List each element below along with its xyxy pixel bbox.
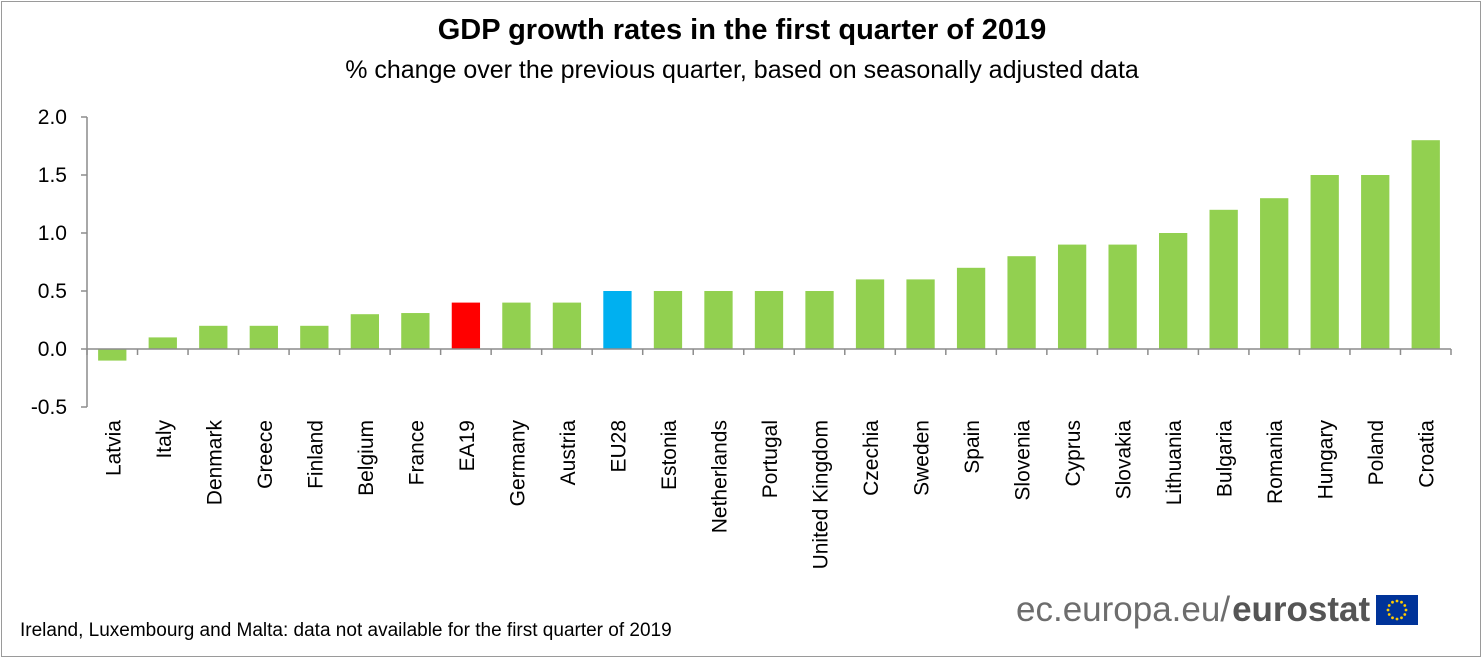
bar-slovenia — [1007, 256, 1036, 349]
flag-star — [1403, 613, 1407, 616]
x-tick-label: Latvia — [102, 420, 125, 476]
x-tick-label: Croatia — [1416, 420, 1439, 488]
bar-latvia — [98, 349, 127, 361]
x-tick-label: Czechia — [860, 420, 883, 496]
flag-star — [1391, 616, 1395, 620]
bar-finland — [300, 325, 329, 349]
x-tick-label: Belgium — [355, 420, 378, 496]
bar-poland — [1361, 175, 1390, 349]
bar-eu28 — [603, 291, 632, 349]
x-tick-label: Denmark — [203, 420, 226, 506]
x-tick-label: Finland — [304, 420, 327, 489]
bar-austria — [552, 302, 582, 349]
x-tick-label: Netherlands — [708, 420, 731, 533]
flag-star — [1387, 604, 1391, 607]
bar-sweden — [906, 279, 935, 349]
source-logo: ec.europa.eu/ eurostat — [1016, 590, 1419, 630]
x-tick-label: Italy — [153, 420, 176, 459]
bar-cyprus — [1057, 244, 1087, 349]
x-tick-label: Slovakia — [1113, 420, 1136, 500]
flag-star — [1395, 599, 1399, 603]
y-tick-label: 2.0 — [38, 106, 67, 129]
footnote: Ireland, Luxembourg and Malta: data not … — [20, 620, 672, 641]
y-axis: -0.5 0.0 0.5 1.0 1.5 2.0 — [31, 106, 88, 419]
bar-slovakia — [1108, 244, 1137, 349]
x-tick-label: Hungary — [1315, 420, 1338, 500]
flag-star — [1387, 613, 1391, 616]
bar-ea19 — [451, 302, 481, 349]
x-tick-label: Germany — [506, 420, 529, 507]
y-tick-label: 0.5 — [38, 280, 67, 303]
flag-star — [1391, 600, 1395, 604]
x-tick-label: Bulgaria — [1214, 420, 1237, 497]
x-tick-label: Poland — [1365, 420, 1388, 485]
flag-star — [1400, 600, 1404, 604]
x-tick-label: Portugal — [759, 420, 782, 498]
bar-france — [401, 313, 430, 349]
y-tick-label: 1.5 — [38, 164, 67, 187]
bar-netherlands — [704, 291, 733, 349]
source-domain: ec.europa.eu/ — [1016, 590, 1231, 629]
bars — [98, 140, 1440, 361]
chart-title: GDP growth rates in the first quarter of… — [437, 14, 1047, 46]
bar-estonia — [653, 291, 683, 349]
bar-hungary — [1310, 175, 1339, 349]
x-tick-label: Romania — [1264, 420, 1287, 504]
x-tick-label: Spain — [961, 420, 984, 474]
bar-italy — [148, 337, 177, 349]
bar-united-kingdom — [805, 291, 834, 349]
flag-star — [1395, 617, 1399, 621]
source-brand: eurostat — [1232, 590, 1371, 629]
flag-star — [1386, 608, 1390, 612]
eu-flag-icon — [1376, 595, 1419, 625]
bar-denmark — [199, 325, 228, 349]
bar-lithuania — [1159, 233, 1188, 349]
bar-belgium — [350, 314, 379, 349]
x-tick-label: Slovenia — [1012, 420, 1035, 501]
chart-subtitle: % change over the previous quarter, base… — [345, 56, 1139, 84]
x-tick-label: Austria — [557, 420, 580, 486]
flag-star — [1403, 604, 1407, 607]
bar-romania — [1260, 198, 1289, 349]
x-tick-label: EU28 — [607, 420, 630, 473]
bar-greece — [249, 325, 278, 349]
bar-croatia — [1411, 140, 1440, 349]
y-tick-label: 0.0 — [38, 338, 67, 361]
x-tick-label: United Kingdom — [810, 420, 833, 569]
x-tick-label: Cyprus — [1062, 420, 1085, 487]
x-tick-label: Estonia — [658, 420, 681, 490]
x-tick-label: France — [405, 420, 428, 485]
bar-germany — [502, 302, 531, 349]
x-tick-label: Sweden — [911, 420, 934, 496]
x-axis: Latvia Italy Denmark Greece Finland Belgium Fr… — [86, 348, 1452, 569]
x-tick-label: Greece — [254, 420, 277, 489]
bar-bulgaria — [1209, 209, 1238, 349]
y-tick-label: -0.5 — [31, 396, 67, 419]
flag-star — [1400, 616, 1404, 620]
bar-portugal — [754, 291, 784, 349]
y-tick-label: 1.0 — [38, 222, 67, 245]
bar-czechia — [855, 279, 885, 349]
x-tick-label: EA19 — [456, 420, 479, 471]
flag-star — [1404, 608, 1408, 612]
bar-spain — [956, 267, 986, 349]
x-tick-label: Lithuania — [1163, 420, 1186, 506]
